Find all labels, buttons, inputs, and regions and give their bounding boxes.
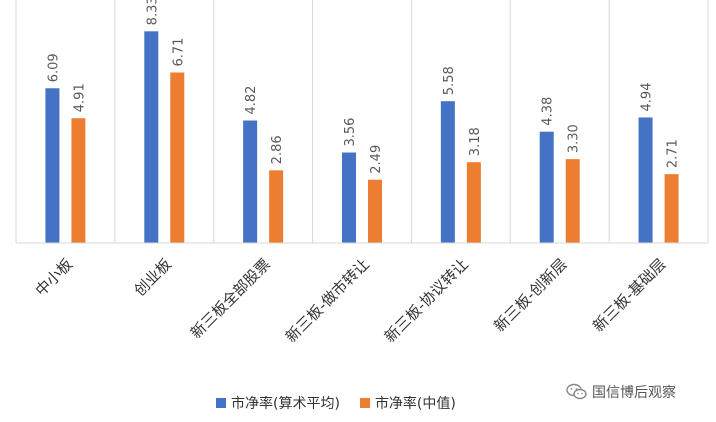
data-label: 4.38 (541, 97, 556, 126)
data-label: 2.86 (270, 135, 285, 164)
legend-swatch-median (359, 398, 370, 408)
bar (269, 170, 284, 243)
data-label: 3.18 (468, 127, 483, 156)
bar (539, 131, 554, 243)
data-label: 5.58 (442, 66, 457, 95)
category-label: 新三板-基础层 (589, 255, 669, 335)
category-label: 中小板 (32, 255, 77, 300)
data-label: 3.30 (567, 124, 582, 153)
bar (144, 31, 159, 243)
bar (565, 159, 580, 243)
watermark: 国信博后观察 (566, 382, 676, 402)
data-label: 4.94 (640, 83, 655, 112)
legend-label-mean: 市净率(算术平均) (231, 396, 340, 412)
bar (71, 118, 86, 243)
bar (342, 152, 356, 243)
bar (664, 174, 679, 243)
legend-item-mean: 市净率(算术平均) (216, 393, 340, 413)
bar (243, 120, 258, 243)
data-label: 3.56 (343, 118, 358, 147)
data-label: 4.91 (72, 83, 87, 112)
data-label: 6.09 (46, 53, 61, 82)
category-label: 新三板-做市转让 (282, 255, 373, 346)
data-label: 4.82 (244, 86, 259, 115)
category-label: 新三板-创新层 (490, 255, 570, 335)
category-labels-group: 中小板 创业板 新三板全部股票 新三板-做市转让 新三板-协议转让 新三板-创新层 新三板-… (32, 255, 670, 346)
data-label: 6.71 (171, 38, 186, 67)
category-label: 新三板全部股票 (187, 255, 274, 342)
legend-item-median: 市净率(中值) (359, 393, 456, 413)
category-label: 新三板-协议转让 (381, 255, 472, 346)
data-label: 2.71 (666, 139, 681, 168)
bar (638, 117, 653, 243)
bars-group (45, 31, 679, 243)
watermark-text: 国信博后观察 (592, 385, 676, 401)
legend-swatch-mean (216, 398, 226, 408)
bar (440, 101, 455, 243)
value-labels-group: 6.09 4.91 8.33 6.71 4.82 2.86 3.56 2.49 5.58 3.18… (46, 0, 680, 174)
legend-label-median: 市净率(中值) (374, 396, 456, 412)
bar (466, 162, 481, 243)
bar (170, 72, 185, 243)
legend: 市净率(算术平均) 市净率(中值) (216, 393, 476, 413)
wechat-icon (566, 383, 587, 400)
bar-chart: 6.09 4.91 8.33 6.71 4.82 2.86 3.56 2.49 5.58 3.18… (15, 0, 709, 346)
bar (45, 88, 60, 243)
category-label: 创业板 (131, 255, 176, 300)
bar (368, 179, 382, 243)
data-label: 2.49 (369, 145, 384, 174)
category-dividers (15, 0, 709, 243)
data-label: 8.33 (145, 0, 160, 25)
